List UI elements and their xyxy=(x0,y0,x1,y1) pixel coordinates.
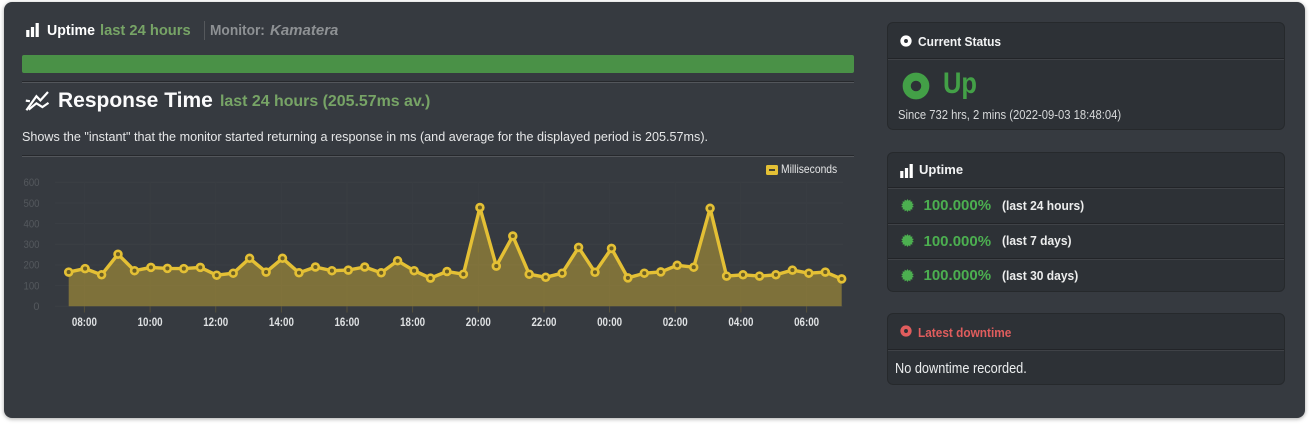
svg-text:16:00: 16:00 xyxy=(335,315,360,329)
svg-text:300: 300 xyxy=(24,239,40,251)
svg-text:04:00: 04:00 xyxy=(728,315,753,329)
svg-text:400: 400 xyxy=(24,218,40,230)
svg-text:08:00: 08:00 xyxy=(72,315,97,329)
svg-text:22:00: 22:00 xyxy=(532,315,557,329)
svg-text:100: 100 xyxy=(24,280,40,292)
svg-text:06:00: 06:00 xyxy=(794,315,819,329)
svg-text:02:00: 02:00 xyxy=(663,315,688,329)
svg-text:12:00: 12:00 xyxy=(203,315,228,329)
svg-text:500: 500 xyxy=(24,198,40,210)
svg-text:600: 600 xyxy=(24,177,40,189)
svg-text:14:00: 14:00 xyxy=(269,315,294,329)
svg-text:200: 200 xyxy=(24,260,40,272)
svg-text:0: 0 xyxy=(33,301,39,313)
svg-text:00:00: 00:00 xyxy=(597,315,622,329)
svg-text:20:00: 20:00 xyxy=(466,315,491,329)
svg-text:18:00: 18:00 xyxy=(400,315,425,329)
svg-text:10:00: 10:00 xyxy=(138,315,163,329)
